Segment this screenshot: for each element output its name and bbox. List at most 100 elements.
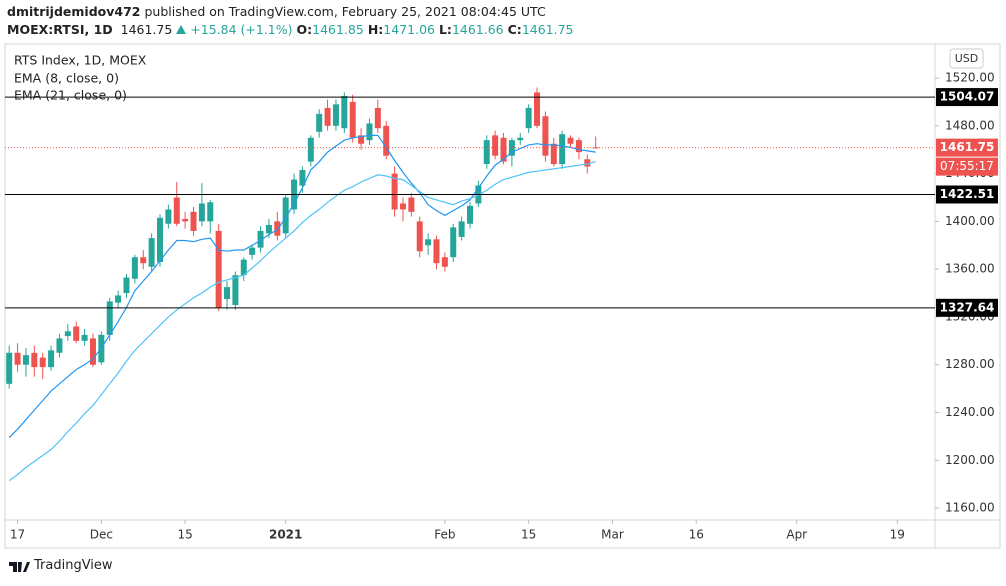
level-label-bg	[936, 88, 998, 107]
l-label: L:	[438, 22, 452, 37]
level-label: 1327.64	[940, 300, 995, 314]
chart: USD 1160.001200.001240.001280.001320.001…	[4, 43, 1001, 549]
candle-body	[341, 95, 348, 129]
y-tick-label: 1400.00	[945, 214, 995, 228]
candle-body	[299, 170, 306, 186]
countdown: 07:55:17	[940, 159, 994, 173]
frame	[4, 43, 1001, 549]
candle-body	[148, 238, 155, 267]
candle-body	[324, 107, 331, 126]
candle-body	[207, 202, 214, 222]
candle-body	[550, 143, 557, 165]
symbol: MOEX:RTSI, 1D	[7, 22, 113, 37]
up-arrow	[176, 25, 187, 34]
x-tick-label: 16	[689, 528, 704, 542]
candle-body	[534, 92, 541, 126]
x-tick-label: Dec	[90, 528, 113, 542]
candle-body	[274, 221, 281, 236]
candle-body	[408, 197, 415, 212]
candle-body	[14, 352, 21, 365]
candle-body	[165, 209, 172, 224]
brand: TradingView	[34, 558, 113, 573]
y-tick-label: 1200.00	[945, 453, 995, 467]
candle-body	[89, 338, 96, 365]
candle-body	[115, 295, 122, 303]
candle-body	[425, 239, 432, 246]
candle-body	[433, 239, 440, 264]
candle-body	[131, 257, 138, 279]
x-tick-label: 19	[890, 528, 905, 542]
candle-body	[316, 113, 323, 132]
candle-body	[517, 137, 524, 141]
level-label: 1504.07	[940, 90, 995, 104]
y-tick-label: 1160.00	[945, 501, 995, 515]
candle-body	[492, 135, 499, 156]
candle-body	[249, 247, 256, 255]
c-value: 1461.75	[521, 22, 574, 37]
candle-body	[374, 107, 381, 129]
x-tick-label: Apr	[786, 528, 807, 542]
candle-body	[39, 357, 46, 368]
y-tick-label: 1360.00	[945, 262, 995, 276]
x-tick-label: Feb	[434, 528, 455, 542]
x-tick-label: Mar	[601, 528, 624, 542]
change: +15.84 (+1.1%)	[190, 22, 293, 37]
candle-body	[450, 227, 457, 258]
candle-body	[458, 221, 465, 237]
last-price-label: 1461.75	[940, 140, 995, 154]
o-label: O:	[296, 22, 313, 37]
candle-body	[106, 301, 113, 335]
chart-title: RTS Index, 1D, MOEX	[14, 53, 147, 68]
ema-line	[8, 161, 596, 482]
y-tick-label: 1480.00	[945, 118, 995, 132]
candle-body	[198, 203, 205, 222]
x-tick-label: 15	[177, 528, 192, 542]
candle-body	[307, 137, 314, 162]
candle-body	[257, 230, 264, 248]
candle-body	[282, 197, 289, 234]
legend-entry: EMA (8, close, 0)	[14, 71, 119, 86]
quote-line: MOEX:RTSI, 1D 1461.75 +15.84 (+1.1%) O:1…	[7, 22, 574, 37]
x-tick-label: 2021	[269, 528, 302, 542]
level-label-bg	[936, 298, 998, 317]
y-tick-label: 1240.00	[945, 405, 995, 419]
candle-body	[140, 257, 147, 264]
candle-body	[592, 147, 599, 149]
candle-body	[224, 287, 231, 300]
candle-body	[383, 125, 390, 156]
x-tick-label: 15	[521, 528, 536, 542]
candle-body	[559, 134, 566, 165]
candle-body	[240, 259, 247, 276]
x-tick-label: 17	[10, 528, 25, 542]
candle-body	[48, 350, 55, 368]
candle-body	[508, 140, 515, 156]
l-value: 1461.66	[451, 22, 504, 37]
author: dmitrijdemidov472	[7, 4, 141, 19]
plot	[6, 87, 599, 482]
countdown-bg	[936, 157, 998, 176]
candle-body	[332, 104, 339, 126]
currency-box[interactable]	[949, 48, 984, 69]
candle-body	[399, 203, 406, 210]
candle-body	[500, 137, 507, 162]
candle-body	[190, 211, 197, 231]
candle-body	[173, 197, 180, 224]
candle-body	[584, 159, 591, 167]
candle-body	[542, 116, 549, 156]
logo	[9, 561, 30, 572]
o-value: 1461.85	[312, 22, 364, 37]
publish-line: dmitrijdemidov472 published on TradingVi…	[7, 4, 546, 19]
c-label: C:	[507, 22, 522, 37]
last: 1461.75	[120, 22, 173, 37]
candle-body	[81, 334, 88, 341]
candle-body	[157, 217, 163, 262]
footer: TradingView	[8, 558, 113, 573]
level-label-bg	[936, 185, 998, 204]
candle-body	[215, 230, 222, 308]
candle-body	[349, 101, 356, 138]
candle-body	[265, 224, 272, 234]
candle-body	[182, 218, 189, 222]
candle-body	[416, 221, 423, 252]
candle-body	[123, 277, 130, 294]
